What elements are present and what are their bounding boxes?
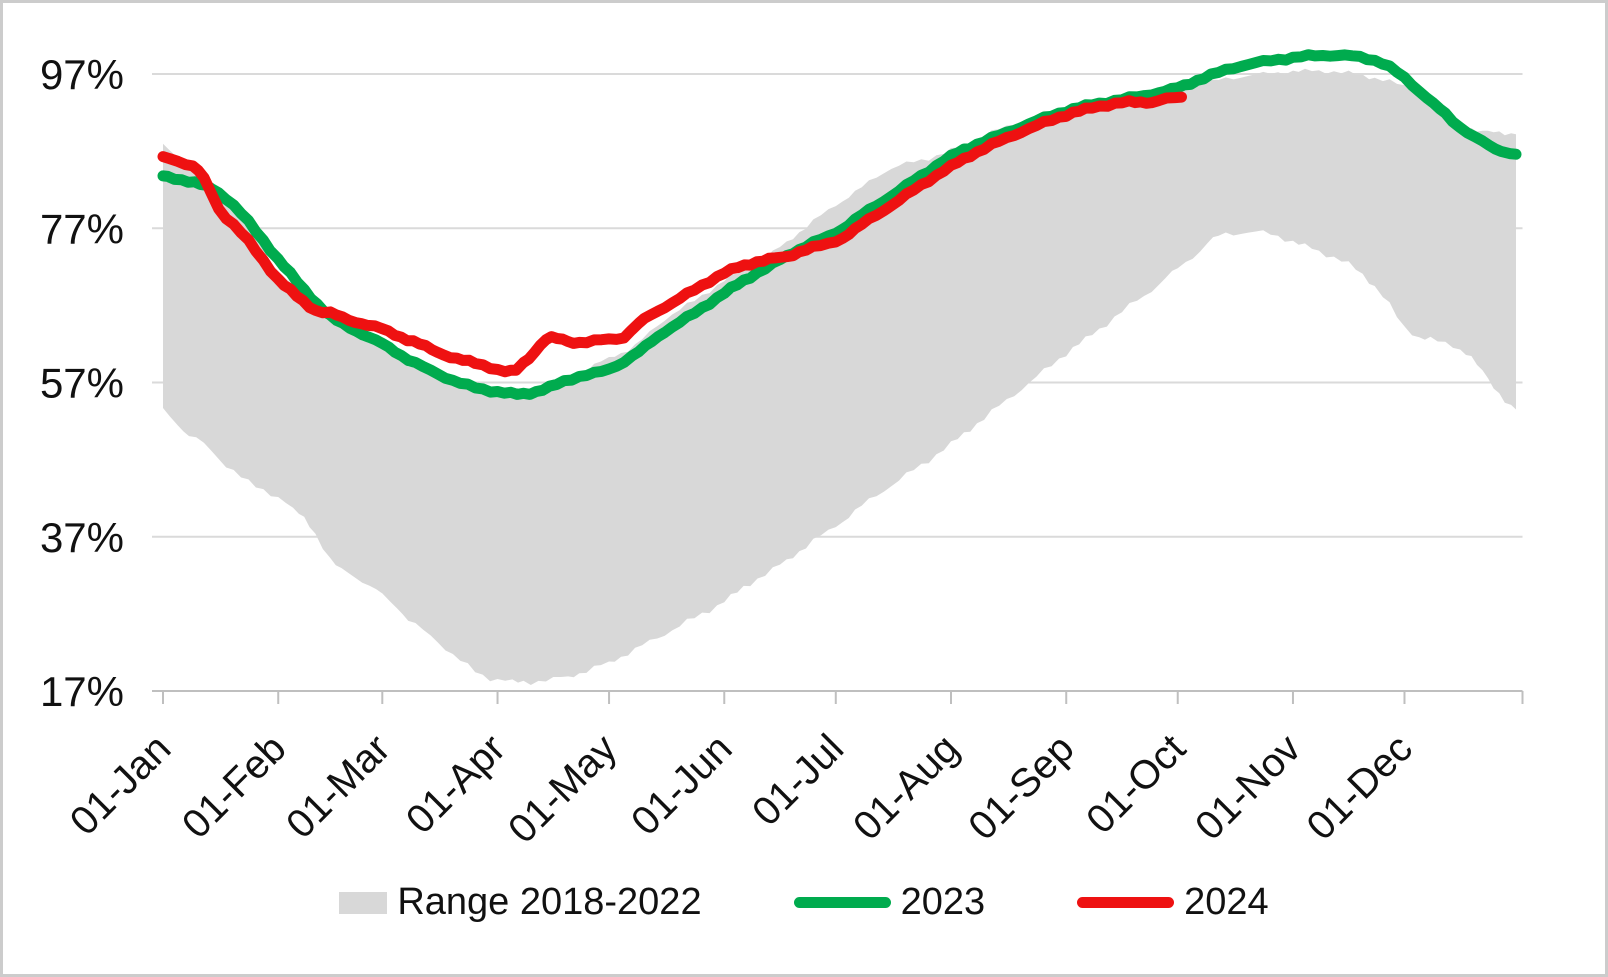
x-axis-label-01-Sep: 01-Sep <box>960 726 1082 848</box>
y-axis-label-77: 77% <box>40 205 124 252</box>
series-line-2023 <box>157 49 1522 400</box>
x-axis-label-01-Aug: 01-Aug <box>845 726 967 848</box>
x-axis-label-01-Nov: 01-Nov <box>1187 726 1309 848</box>
legend-item-range: Range 2018-2022 <box>339 881 702 924</box>
x-axis-label-01-Jun: 01-Jun <box>623 726 741 844</box>
x-axis-label-01-Apr: 01-Apr <box>398 726 514 842</box>
y-axis-label-97: 97% <box>40 51 124 98</box>
series-2023-swatch <box>793 897 891 908</box>
x-axis-label-01-Oct: 01-Oct <box>1078 726 1194 842</box>
y-axis-label-57: 57% <box>40 360 124 407</box>
legend-label-range: Range 2018-2022 <box>397 881 702 923</box>
x-axis-label-01-Mar: 01-Mar <box>278 726 399 847</box>
chart-legend: Range 2018-2022 2023 2024 <box>3 881 1605 924</box>
y-axis-label-17: 17% <box>40 668 124 715</box>
x-axis-label-01-Feb: 01-Feb <box>174 726 295 847</box>
legend-item-2023: 2023 <box>793 881 986 924</box>
x-axis-label-01-Jan: 01-Jan <box>62 726 180 844</box>
x-axis-label-01-Jul: 01-Jul <box>744 726 852 834</box>
range-band-area <box>163 68 1516 685</box>
x-axis-label-01-Dec: 01-Dec <box>1299 726 1421 848</box>
series-line-2024 <box>157 91 1187 378</box>
y-axis-label-37: 37% <box>40 514 124 561</box>
range-band-swatch <box>339 891 388 914</box>
series-2024-swatch <box>1077 897 1175 908</box>
x-axis-label-01-May: 01-May <box>500 726 625 851</box>
legend-label-2023: 2023 <box>900 881 986 923</box>
legend-item-2024: 2024 <box>1077 881 1269 924</box>
legend-label-2024: 2024 <box>1184 881 1269 923</box>
